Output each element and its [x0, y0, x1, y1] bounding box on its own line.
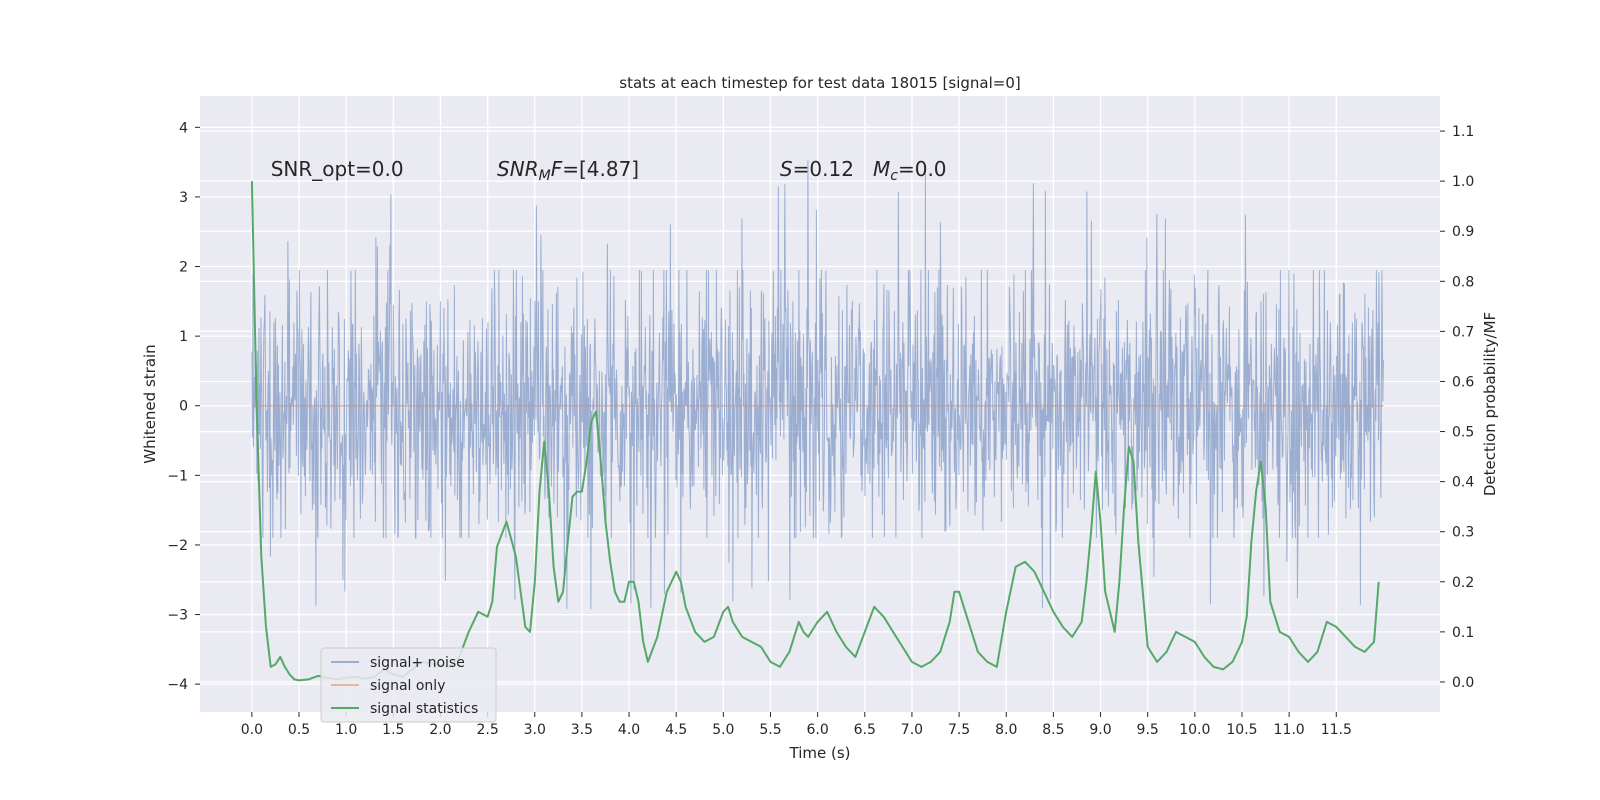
y2-tick-label: 0.5 [1452, 425, 1474, 441]
x-tick-label: 3.5 [571, 722, 593, 738]
x-tick-label: 3.0 [524, 722, 546, 738]
legend-box [320, 647, 497, 723]
y-tick-label: −2 [167, 538, 188, 554]
y2-tick-label: 0.2 [1452, 575, 1474, 591]
x-tick-label: 7.5 [948, 722, 970, 738]
x-tick-label: 4.0 [618, 722, 640, 738]
y2-tick-label: 0.9 [1452, 224, 1474, 240]
y-tick-label: −3 [167, 608, 188, 624]
y-tick-label: 4 [179, 120, 188, 136]
series-signal-noise [251, 160, 1384, 610]
annotation-snr-mf: SNRMF=[4.87] [497, 157, 639, 184]
x-tick-label: 5.0 [712, 722, 734, 738]
x-tick-label: 11.0 [1274, 722, 1305, 738]
y2-tick-label: 0.8 [1452, 274, 1474, 290]
x-tick-label: 0.0 [241, 722, 263, 738]
x-tick-label: 2.0 [429, 722, 451, 738]
y-axis-ticks: −4 −3 −2 −1 0 1 2 3 4 [167, 120, 200, 693]
x-axis-label: Time (s) [789, 744, 851, 762]
y-tick-label: −4 [167, 677, 188, 693]
y2-tick-label: 1.0 [1452, 174, 1474, 190]
noise-trace [251, 160, 1384, 610]
y-tick-label: 2 [179, 260, 188, 276]
legend: signal+ noise signal only signal statist… [320, 647, 497, 723]
x-tick-label: 8.0 [995, 722, 1017, 738]
x-tick-label: 4.5 [665, 722, 687, 738]
x-tick-label: 8.5 [1042, 722, 1064, 738]
y-tick-label: 1 [179, 329, 188, 345]
x-axis-ticks: 0.0 0.5 1.0 1.5 2.0 2.5 3.0 3.5 4.0 4.5 5.0 5.5 6.0 6… [241, 712, 1352, 738]
x-tick-label: 1.0 [335, 722, 357, 738]
y2-tick-label: 0.7 [1452, 324, 1474, 340]
chart-title: stats at each timestep for test data 180… [619, 74, 1020, 92]
x-tick-label: 10.0 [1179, 722, 1210, 738]
annotations: SNR_opt=0.0 SNRMF=[4.87] S=0.12 Mc=0.0 [271, 157, 947, 184]
x-tick-label: 1.5 [382, 722, 404, 738]
y2-tick-label: 0.6 [1452, 374, 1474, 390]
x-tick-label: 2.5 [476, 722, 498, 738]
y-tick-label: −1 [167, 468, 188, 484]
y2-tick-label: 1.1 [1452, 124, 1474, 140]
x-tick-label: 10.5 [1226, 722, 1257, 738]
x-tick-label: 9.0 [1089, 722, 1111, 738]
x-tick-label: 0.5 [288, 722, 310, 738]
y2-axis-label: Detection probability/MF [1481, 312, 1499, 496]
annotation-s-mc: S=0.12 Mc=0.0 [780, 157, 947, 184]
y2-tick-label: 0.1 [1452, 625, 1474, 641]
y2-tick-label: 0.3 [1452, 525, 1474, 541]
y-axis-label: Whitened strain [141, 344, 159, 463]
y-tick-label: 0 [179, 399, 188, 415]
annotation-snr-opt: SNR_opt=0.0 [271, 157, 404, 181]
y2-tick-label: 0.0 [1452, 675, 1474, 691]
x-tick-label: 7.0 [901, 722, 923, 738]
legend-label-signal-only: signal only [370, 678, 445, 694]
y2-axis-ticks: 0.0 0.1 0.2 0.3 0.4 0.5 0.6 0.7 0.8 0.9 1.0 1.1 [1440, 124, 1474, 691]
y-tick-label: 3 [179, 190, 188, 206]
x-tick-label: 6.5 [854, 722, 876, 738]
legend-label-signal-noise: signal+ noise [370, 655, 465, 671]
x-tick-label: 9.5 [1137, 722, 1159, 738]
x-tick-label: 5.5 [759, 722, 781, 738]
x-tick-label: 6.0 [807, 722, 829, 738]
y2-tick-label: 0.4 [1452, 475, 1474, 491]
x-tick-label: 11.5 [1321, 722, 1352, 738]
legend-label-signal-statistics: signal statistics [370, 701, 478, 717]
